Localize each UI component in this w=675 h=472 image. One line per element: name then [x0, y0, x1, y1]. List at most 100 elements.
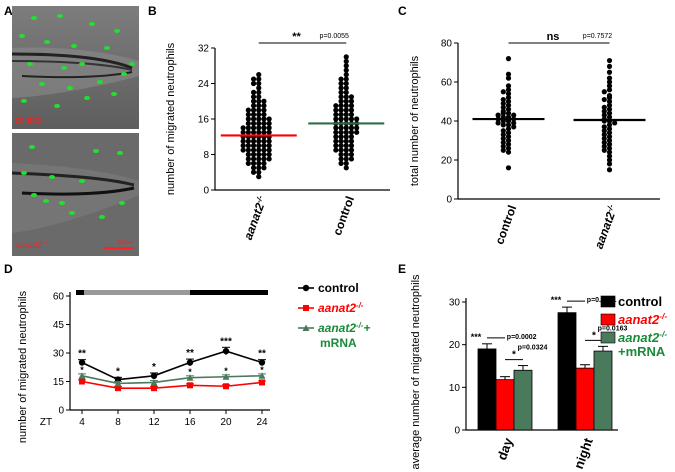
y-tick-label: 0 — [454, 426, 460, 437]
legend-label: aanat2-/- — [318, 301, 364, 316]
data-point — [261, 98, 267, 104]
data-point — [500, 122, 506, 128]
data-point — [338, 98, 344, 104]
data-point — [601, 135, 607, 142]
data-point — [505, 110, 512, 116]
data-point — [261, 160, 267, 166]
data-point — [338, 125, 344, 131]
data-point — [256, 111, 262, 118]
legend-label-line2: mRNA — [320, 336, 357, 350]
star-annotation: * — [260, 365, 264, 375]
data-point — [261, 143, 267, 149]
data-point — [338, 94, 344, 100]
data-point — [261, 120, 267, 127]
data-point — [256, 120, 262, 127]
data-point — [606, 153, 613, 159]
data-point — [245, 156, 251, 162]
data-point — [511, 124, 517, 130]
data-point — [250, 107, 257, 113]
data-point — [240, 147, 246, 153]
data-point — [266, 116, 272, 122]
data-point — [266, 120, 272, 127]
data-point — [250, 169, 257, 175]
data-point — [250, 94, 257, 100]
data-point — [338, 143, 344, 149]
x-tick-label: 16 — [184, 417, 196, 428]
data-point — [348, 143, 355, 149]
p-value-label: p=0.0002 — [507, 334, 537, 341]
data-point — [505, 165, 512, 171]
chart-d: 0 15 30 45 60 4 8 12 16 20 24 ZT number of migrated … — [17, 281, 370, 443]
data-point — [245, 143, 251, 149]
data-point — [186, 374, 194, 381]
legend-marker — [302, 284, 310, 292]
data-point — [500, 139, 506, 146]
data-point — [338, 147, 344, 153]
data-point — [606, 95, 613, 101]
data-point — [259, 379, 265, 386]
x-tick-label: 12 — [148, 417, 160, 428]
data-point — [250, 151, 257, 158]
data-point — [343, 72, 349, 78]
legend-marker — [303, 305, 309, 311]
x-tick-label: control — [330, 194, 357, 237]
y-tick-label: 45 — [53, 320, 65, 331]
y-axis-label: number of migrated neutrophils — [165, 42, 177, 195]
data-point — [343, 116, 349, 122]
data-point — [261, 107, 267, 113]
data-point — [338, 85, 344, 91]
data-point — [606, 98, 613, 105]
p-value-label: p=0.0163 — [598, 325, 628, 332]
data-point — [343, 85, 349, 91]
data-point — [500, 89, 506, 95]
p-value-label: p=0.0055 — [320, 33, 349, 40]
data-point — [256, 160, 262, 166]
data-point — [606, 87, 613, 93]
y-tick-label: 0 — [203, 186, 209, 197]
data-point — [601, 143, 607, 149]
chart-b: 0 8 16 24 32 number of migrated neutrophils aa… — [165, 31, 390, 242]
data-point — [261, 111, 267, 118]
data-point — [606, 122, 613, 128]
data-point — [354, 116, 360, 122]
data-point — [245, 129, 251, 135]
significance-stars: * — [592, 330, 596, 341]
y-tick-label: 0 — [446, 195, 452, 206]
y-tick-label: 15 — [53, 377, 65, 388]
data-point — [240, 125, 246, 131]
legend-label: control — [618, 294, 662, 309]
data-point — [338, 111, 344, 118]
data-point — [256, 165, 262, 171]
data-point — [240, 129, 246, 135]
x-tick-label-group: control — [492, 203, 519, 246]
data-point — [505, 83, 512, 89]
bar — [593, 350, 613, 431]
zt-bar-light — [84, 290, 190, 295]
data-point — [606, 69, 613, 75]
data-point — [505, 122, 512, 128]
data-point — [245, 151, 251, 158]
data-point — [343, 76, 349, 82]
data-point — [354, 125, 360, 131]
data-point — [261, 138, 267, 144]
data-point — [261, 129, 267, 135]
data-point — [256, 80, 262, 87]
data-point — [348, 134, 355, 140]
y-axis-label: average number of migrated neutrophils — [410, 274, 422, 470]
data-point — [500, 96, 506, 103]
data-point — [343, 58, 349, 64]
x-tick-label: night — [571, 435, 596, 471]
data-point — [245, 120, 251, 127]
data-point — [500, 143, 506, 149]
data-point — [256, 143, 262, 149]
significance-stars: * — [512, 350, 516, 361]
x-tick-label: 20 — [220, 417, 232, 428]
legend-label: aanat2-/- — [618, 311, 667, 327]
data-point — [606, 106, 613, 112]
significance-stars: *** — [471, 332, 482, 342]
data-point — [505, 130, 512, 136]
y-tick-label: 16 — [198, 115, 210, 126]
data-point — [343, 67, 349, 73]
data-point — [500, 147, 506, 153]
data-point — [256, 125, 262, 131]
